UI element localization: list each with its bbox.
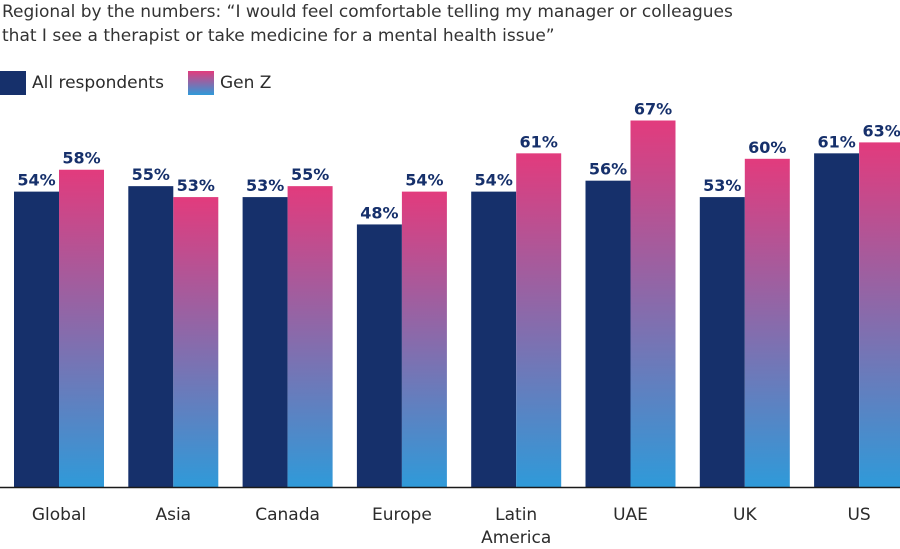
data-label-europe-all-respondents: 48%	[360, 203, 398, 222]
chart-title-line-1: Regional by the numbers: “I would feel c…	[2, 2, 733, 22]
data-label-uk-all-respondents: 53%	[703, 176, 741, 195]
data-label-us-all-respondents: 61%	[817, 132, 855, 151]
data-label-asia-all-respondents: 55%	[132, 165, 170, 184]
bar-uae-all-respondents	[585, 180, 631, 487]
data-label-uae-all-respondents: 56%	[589, 160, 627, 179]
data-label-global-all-respondents: 54%	[17, 171, 55, 190]
bar-us-all-respondents	[814, 153, 860, 487]
bar-global-all-respondents	[14, 191, 59, 487]
bar-asia-all-respondents	[128, 186, 174, 487]
category-label-uae: UAE	[613, 505, 648, 525]
bar-us-gen-z	[859, 142, 900, 487]
category-label-latin-america-line-2: America	[481, 528, 551, 548]
category-label-latin-america-line-1: Latin	[495, 505, 537, 525]
legend-item-gen-z: Gen Z	[187, 71, 272, 95]
data-label-canada-gen-z: 55%	[291, 165, 329, 184]
category-label-europe: Europe	[372, 505, 432, 525]
data-label-asia-gen-z: 53%	[177, 176, 215, 195]
bar-asia-gen-z	[173, 197, 219, 487]
bar-latin-america-all-respondents	[471, 191, 517, 487]
data-label-europe-gen-z: 54%	[405, 171, 443, 190]
data-label-latin-america-all-respondents: 54%	[475, 171, 513, 190]
legend-swatch-gen-z	[187, 71, 214, 95]
data-label-uae-gen-z: 67%	[634, 100, 672, 119]
data-label-uk-gen-z: 60%	[748, 138, 786, 157]
bar-uk-all-respondents	[699, 197, 745, 487]
category-label-asia: Asia	[155, 505, 191, 525]
bar-canada-gen-z	[287, 186, 333, 487]
chart-title-line-2: that I see a therapist or take medicine …	[2, 26, 555, 46]
data-label-canada-all-respondents: 53%	[246, 176, 284, 195]
legend: All respondents Gen Z	[0, 70, 295, 96]
category-label-canada: Canada	[255, 505, 320, 525]
chart-title: Regional by the numbers: “I would feel c…	[2, 0, 892, 48]
data-label-latin-america-gen-z: 61%	[520, 132, 558, 151]
category-label-global: Global	[32, 505, 86, 525]
category-label-uk: UK	[733, 505, 757, 525]
data-label-global-gen-z: 58%	[62, 149, 100, 168]
value-labels-group: 54% 58% 55% 53% 53% 55% 48% 54% 54% 61% 56% 67% 53% 6…	[17, 100, 900, 223]
bar-europe-gen-z	[401, 191, 447, 487]
bar-global-gen-z	[59, 169, 104, 488]
category-label-us: US	[847, 505, 870, 525]
bar-uae-gen-z	[630, 120, 676, 487]
legend-item-all-respondents: All respondents	[0, 71, 164, 95]
bars-group	[14, 120, 900, 488]
category-labels-group: Global Asia Canada Europe Latin America UAE UK U…	[32, 505, 871, 548]
data-label-us-gen-z: 63%	[862, 121, 900, 140]
bar-latin-america-gen-z	[516, 153, 562, 487]
bar-uk-gen-z	[744, 158, 790, 488]
legend-swatch-all-respondents	[0, 71, 26, 95]
bar-europe-all-respondents	[356, 224, 402, 487]
legend-label-gen-z: Gen Z	[219, 73, 272, 93]
bar-canada-all-respondents	[242, 197, 288, 487]
legend-label-all-respondents: All respondents	[32, 73, 164, 93]
